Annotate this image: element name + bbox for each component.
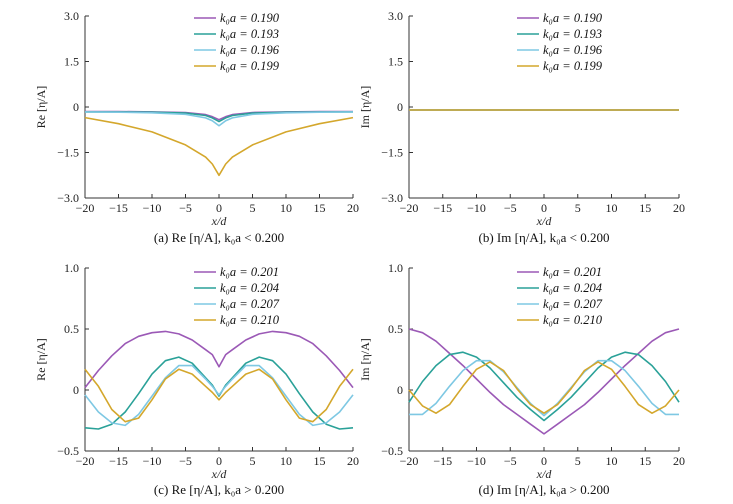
series-line-3 (84, 364, 354, 427)
x-tick-label: −20 (400, 201, 419, 215)
legend-label: k₀a = 0.201 (543, 265, 602, 279)
y-axis-label: Im [η/A] (358, 86, 372, 129)
series-line-1 (408, 328, 680, 435)
y-tick-label: −0.5 (381, 444, 403, 458)
x-tick-label: 10 (280, 201, 292, 215)
series-line-2 (408, 351, 680, 422)
x-tick-label: −15 (109, 454, 128, 468)
panel-a: −20 −15 −10 −5 0 5 10 15 20 −3.0 −1.5 0 1.5 3.0 x/d Re … (34, 9, 359, 245)
x-tick-label: −15 (109, 201, 128, 215)
panel-caption: (a) Re [η/A], k₀a < 0.200 (154, 230, 284, 245)
x-tick-label: 5 (250, 454, 256, 468)
x-axis-label: x/d (536, 467, 553, 481)
x-axis-label: x/d (536, 214, 553, 228)
x-axis-label: x/d (211, 467, 228, 481)
x-tick-label: 5 (575, 454, 581, 468)
x-tick-label: 0 (216, 201, 222, 215)
legend-label: k₀a = 0.196 (543, 43, 603, 57)
legend-label: k₀a = 0.204 (220, 281, 279, 295)
x-tick-label: 20 (347, 454, 359, 468)
series-line-4 (84, 116, 354, 177)
y-tick-label: 0 (73, 383, 79, 397)
series-line-4 (408, 361, 680, 415)
x-tick-label: −5 (504, 201, 517, 215)
y-tick-label: −3.0 (57, 191, 79, 205)
x-tick-label: 5 (250, 201, 256, 215)
series-line-3 (409, 359, 679, 417)
y-tick-label: −1.5 (57, 146, 79, 160)
x-tick-label: 15 (314, 201, 326, 215)
x-tick-label: 20 (347, 201, 359, 215)
y-tick-label: −0.5 (57, 444, 79, 458)
y-tick-label: 0 (397, 383, 403, 397)
x-tick-label: −20 (76, 454, 95, 468)
x-tick-label: 15 (639, 454, 651, 468)
legend-label: k₀a = 0.190 (220, 11, 280, 25)
legend-label: k₀a = 0.207 (543, 297, 603, 311)
y-tick-label: 0.5 (388, 322, 403, 336)
x-tick-label: −20 (400, 454, 419, 468)
legend-label: k₀a = 0.199 (220, 59, 280, 73)
legend-label: k₀a = 0.207 (220, 297, 280, 311)
series-line-2 (84, 356, 354, 430)
panel-c: −20 −15 −10 −5 0 5 10 15 20 −0.5 0 0.5 1.0 x/d Re [η/A… (34, 261, 359, 497)
x-tick-label: −15 (433, 454, 452, 468)
x-tick-label: 20 (673, 454, 685, 468)
series-line-4 (84, 368, 354, 423)
y-tick-label: −1.5 (381, 146, 403, 160)
y-axis-label: Im [η/A] (358, 338, 372, 381)
x-tick-label: 20 (673, 201, 685, 215)
y-tick-label: 0 (397, 100, 403, 114)
panel-caption: (c) Re [η/A], k₀a > 0.200 (154, 482, 284, 497)
legend-label: k₀a = 0.190 (543, 11, 603, 25)
y-tick-label: −3.0 (381, 191, 403, 205)
x-tick-label: −15 (433, 201, 452, 215)
y-tick-label: 0.5 (64, 322, 79, 336)
y-tick-label: 3.0 (388, 9, 403, 23)
legend-label: k₀a = 0.201 (220, 265, 279, 279)
legend-label: k₀a = 0.193 (543, 27, 602, 41)
x-tick-label: −10 (143, 201, 162, 215)
y-axis-label: Re [η/A] (34, 338, 48, 381)
x-tick-label: −10 (467, 454, 486, 468)
series-line-1 (84, 330, 354, 389)
series-line-3 (84, 111, 354, 127)
x-tick-label: 10 (280, 454, 292, 468)
x-tick-label: −5 (504, 454, 517, 468)
y-tick-label: 1.5 (388, 55, 403, 69)
x-tick-label: 10 (606, 454, 618, 468)
legend-label: k₀a = 0.210 (220, 313, 280, 327)
panel-caption: (b) Im [η/A], k₀a < 0.200 (479, 230, 610, 245)
y-tick-label: 3.0 (64, 9, 79, 23)
legend-label: k₀a = 0.210 (543, 313, 603, 327)
x-tick-label: −5 (179, 454, 192, 468)
y-tick-label: 1.5 (64, 55, 79, 69)
x-tick-label: −10 (143, 454, 162, 468)
x-tick-label: 10 (606, 201, 618, 215)
x-tick-label: 0 (216, 454, 222, 468)
x-tick-label: 15 (314, 454, 326, 468)
x-tick-label: 5 (575, 201, 581, 215)
x-tick-label: −10 (467, 201, 486, 215)
y-tick-label: 0 (73, 100, 79, 114)
legend-label: k₀a = 0.193 (220, 27, 279, 41)
y-tick-label: 1.0 (64, 261, 79, 275)
panel-d: −20 −15 −10 −5 0 5 10 15 20 −0.5 0 0.5 1.0 x/d Im [η/A… (358, 261, 685, 497)
panel-caption: (d) Im [η/A], k₀a > 0.200 (479, 482, 610, 497)
legend-label: k₀a = 0.204 (543, 281, 602, 295)
panel-b: −20 −15 −10 −5 0 5 10 15 20 −3.0 −1.5 0 1.5 3.0 x/d Im … (358, 9, 685, 245)
legend-label: k₀a = 0.199 (543, 59, 603, 73)
legend-label: k₀a = 0.196 (220, 43, 280, 57)
y-axis-label: Re [η/A] (34, 86, 48, 129)
x-tick-label: −20 (76, 201, 95, 215)
x-tick-label: −5 (179, 201, 192, 215)
x-axis-label: x/d (211, 214, 228, 228)
x-tick-label: 0 (541, 201, 547, 215)
x-tick-label: 0 (541, 454, 547, 468)
x-tick-label: 15 (639, 201, 651, 215)
y-tick-label: 1.0 (388, 261, 403, 275)
